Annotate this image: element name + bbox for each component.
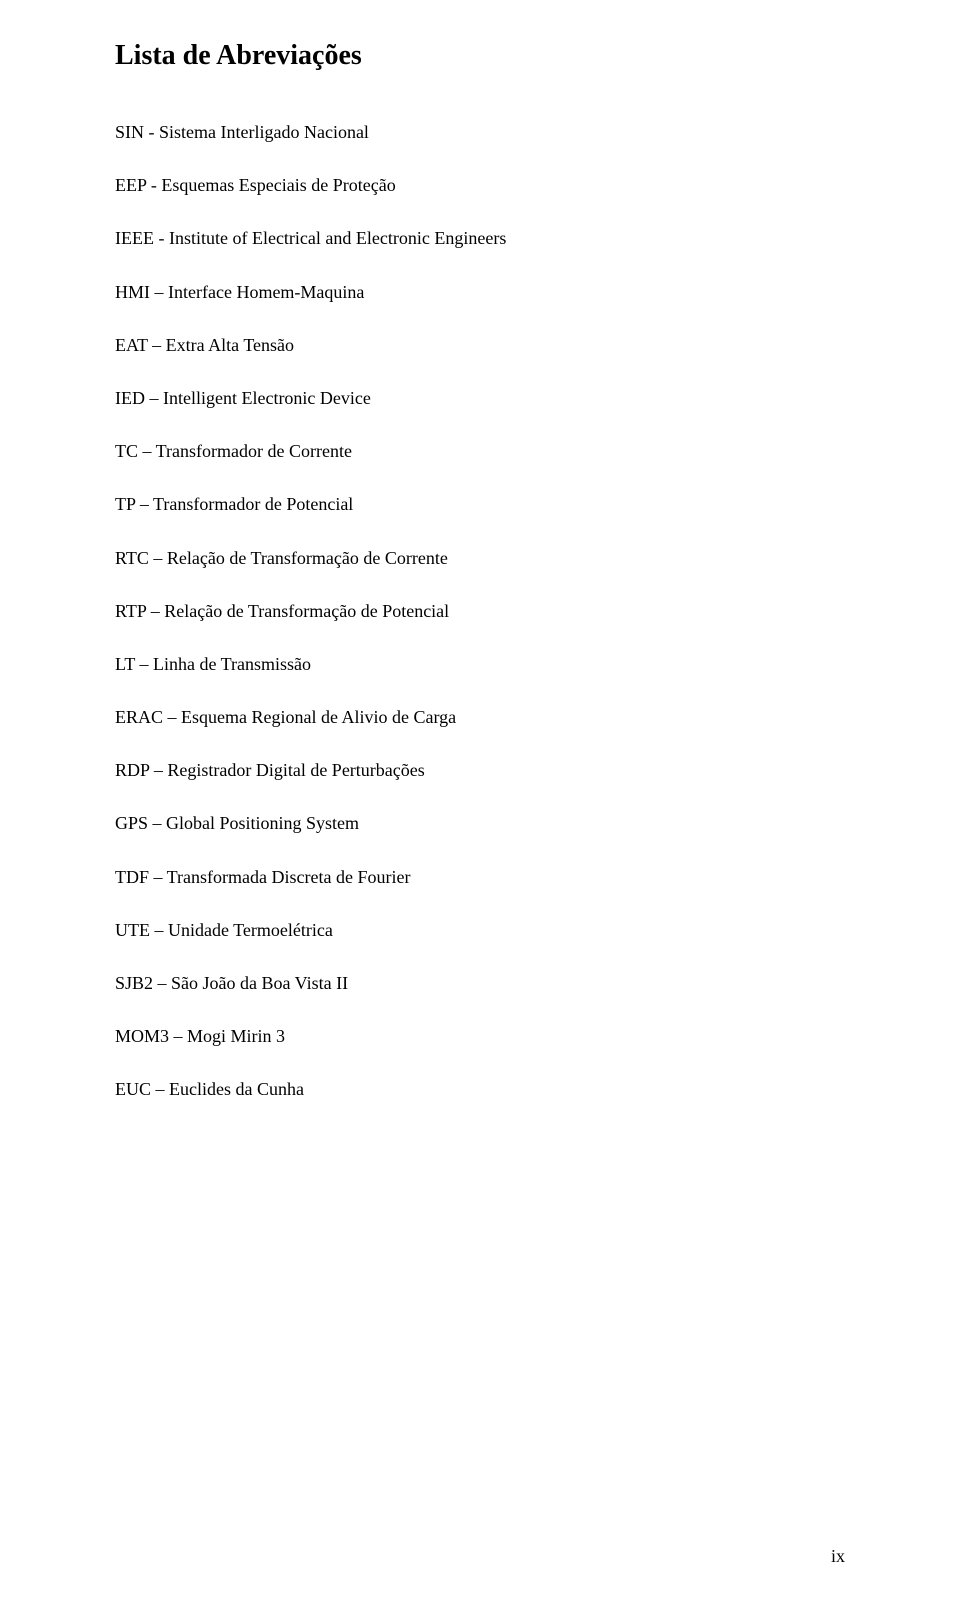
abbr-entry: IEEE - Institute of Electrical and Elect… (115, 226, 845, 251)
abbr-entry: TDF – Transformada Discreta de Fourier (115, 865, 845, 890)
abbr-entry: RDP – Registrador Digital de Perturbaçõe… (115, 758, 845, 783)
abbr-entry: EUC – Euclides da Cunha (115, 1077, 845, 1102)
abbr-entry: GPS – Global Positioning System (115, 811, 845, 836)
page-title: Lista de Abreviações (115, 40, 845, 72)
abbr-entry: MOM3 – Mogi Mirin 3 (115, 1024, 845, 1049)
abbr-entry: RTP – Relação de Transformação de Potenc… (115, 599, 845, 624)
abbr-entry: LT – Linha de Transmissão (115, 652, 845, 677)
abbr-entry: TC – Transformador de Corrente (115, 439, 845, 464)
abbr-entry: TP – Transformador de Potencial (115, 492, 845, 517)
abbr-entry: SIN - Sistema Interligado Nacional (115, 120, 845, 145)
abbr-entry: HMI – Interface Homem-Maquina (115, 280, 845, 305)
abbr-entry: EAT – Extra Alta Tensão (115, 333, 845, 358)
abbreviation-list: SIN - Sistema Interligado Nacional EEP -… (115, 120, 845, 1103)
abbr-entry: ERAC – Esquema Regional de Alivio de Car… (115, 705, 845, 730)
abbr-entry: IED – Intelligent Electronic Device (115, 386, 845, 411)
abbr-entry: EEP - Esquemas Especiais de Proteção (115, 173, 845, 198)
abbr-entry: RTC – Relação de Transformação de Corren… (115, 546, 845, 571)
abbr-entry: UTE – Unidade Termoelétrica (115, 918, 845, 943)
abbr-entry: SJB2 – São João da Boa Vista II (115, 971, 845, 996)
page-number: ix (831, 1546, 845, 1567)
